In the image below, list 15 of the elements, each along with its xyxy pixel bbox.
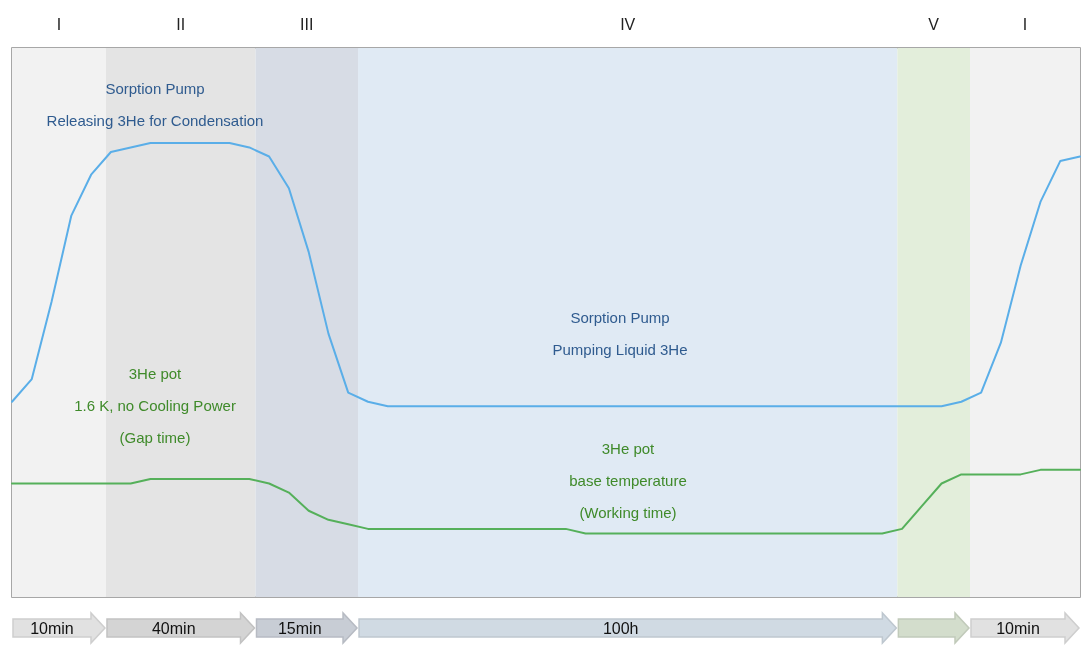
text: I: [56, 15, 62, 33]
text: 100h: [602, 620, 639, 637]
text: 10min: [30, 620, 74, 637]
text: IV: [620, 15, 636, 33]
text: I: [1022, 15, 1028, 33]
annotation: 3He pot 1.6 K, no Cooling Power (Gap time): [74, 364, 236, 446]
text: Sorption Pump Releasing 3He for Condensation: [46, 79, 264, 129]
text: 15min: [277, 620, 322, 637]
text: V: [928, 15, 940, 33]
text: 10min: [996, 620, 1040, 637]
text: III: [300, 15, 314, 33]
text: 40min: [151, 620, 196, 637]
annotation: Sorption Pump Pumping Liquid 3He: [552, 308, 688, 358]
annotation: 3He pot base temperature (Working time): [569, 439, 687, 521]
text: II: [176, 15, 186, 33]
